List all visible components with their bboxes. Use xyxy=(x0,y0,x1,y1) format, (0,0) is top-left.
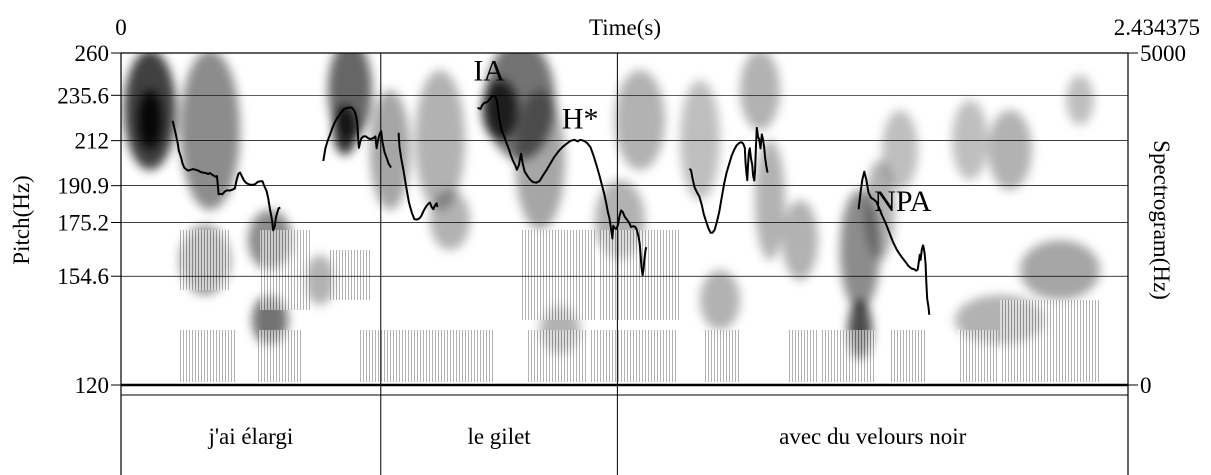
pitch-segment-seg3 xyxy=(397,132,439,221)
pitch-axis-ticks: 260 235.6 212 190.9 175.2 154.6 120 xyxy=(57,41,121,398)
pitch-tick-label: 190.9 xyxy=(57,174,109,199)
annotation-h: H* xyxy=(562,103,599,136)
pitch-tick-label: 175.2 xyxy=(57,211,109,236)
pitch-segment-seg4 xyxy=(477,94,648,277)
text-tier: j'ai élargi le gilet avec du velours noir xyxy=(207,424,966,449)
pitch-contour xyxy=(171,94,931,315)
interval-boundaries xyxy=(380,53,618,475)
pitch-tick-label: 235.6 xyxy=(57,83,109,108)
spectrogram-axis-title: Spectrogram(Hz) xyxy=(1149,140,1174,300)
pitch-segment-seg5 xyxy=(688,126,769,234)
annotation-npa: NPA xyxy=(874,185,932,218)
pitch-gridlines xyxy=(121,94,1128,277)
spectrogram xyxy=(124,53,1100,382)
spectrogram-tick-label: 5000 xyxy=(1140,41,1186,66)
tier-interval-label: le gilet xyxy=(467,424,531,449)
pitch-axis-title: Pitch(Hz) xyxy=(9,175,34,264)
tier-interval-label: j'ai élargi xyxy=(207,424,293,449)
plot-frame xyxy=(120,52,1129,475)
time-axis-title: Time(s) xyxy=(589,15,661,40)
pitch-segment-seg1 xyxy=(171,120,281,232)
annotation-ia: IA xyxy=(473,54,505,87)
pitch-segment-seg2 xyxy=(322,106,392,169)
time-axis-start-label: 0 xyxy=(115,15,127,40)
pitch-tick-label: 120 xyxy=(75,373,110,398)
spectrogram-axis-ticks: 5000 0 xyxy=(1128,41,1186,398)
spectrogram-tick-label: 0 xyxy=(1140,373,1152,398)
pitch-segment-seg6 xyxy=(857,170,931,315)
pitch-tick-label: 260 xyxy=(75,41,110,66)
pitch-tick-label: 154.6 xyxy=(57,264,109,289)
time-axis-end-label: 2.434375 xyxy=(1114,15,1200,40)
annotation-layer: IA H* NPA xyxy=(473,54,931,218)
tier-interval-label: avec du velours noir xyxy=(779,424,966,449)
pitch-tick-label: 212 xyxy=(75,129,110,154)
